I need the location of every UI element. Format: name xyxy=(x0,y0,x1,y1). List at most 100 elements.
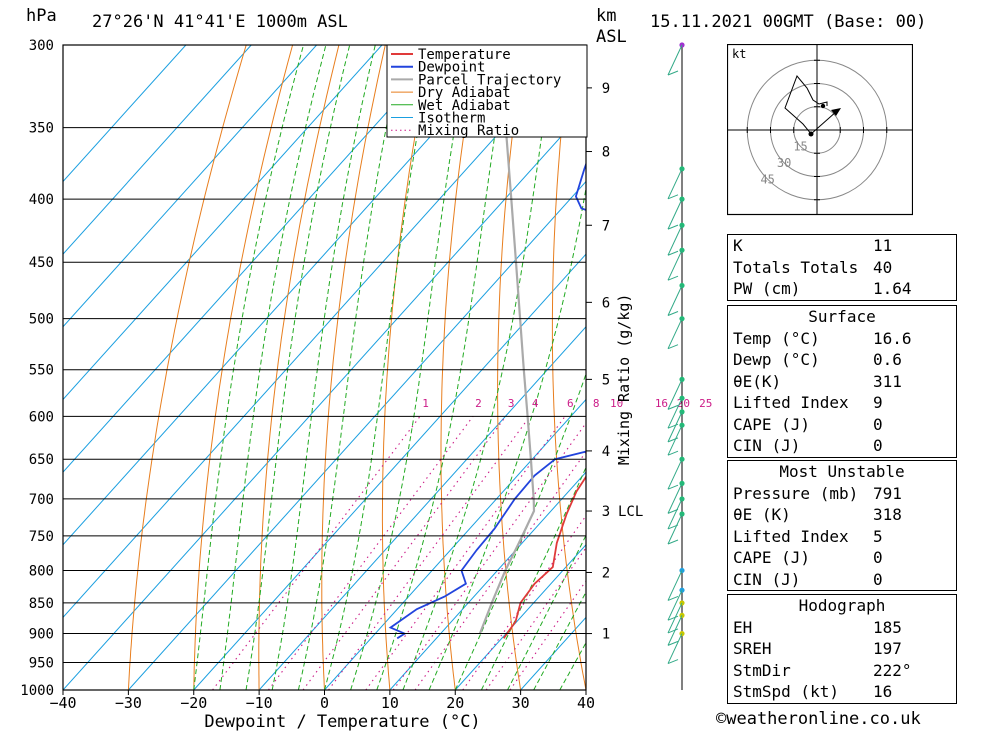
legend-entry: Isotherm xyxy=(418,111,485,127)
surface-table: Surface Temp (°C) 16.6 Dewp (°C) 0.6 θE(K)… xyxy=(727,305,957,458)
surface-label: Lifted Index xyxy=(733,393,849,412)
most-unstable-value: 0 xyxy=(873,548,883,567)
height-tick-label: 1 xyxy=(602,627,610,643)
wind-barb-flag xyxy=(667,344,679,350)
most-unstable-row: Pressure (mb) 791 xyxy=(728,483,956,505)
hodograph-value: 197 xyxy=(873,639,902,658)
hodograph-row: StmSpd (kt) 16 xyxy=(728,681,956,703)
surface-label: Temp (°C) xyxy=(733,328,820,348)
hodograph-origin-dot xyxy=(808,131,814,137)
hodograph-table-title: Hodograph xyxy=(798,596,886,615)
wind-barb-flag xyxy=(667,484,679,490)
wet-adiabat-line xyxy=(428,185,586,690)
storm-motion-arrow xyxy=(810,110,838,135)
hodograph-table: Hodograph EH 185 SREH 197 StmDir 222° StmSp… xyxy=(727,594,957,704)
surface-title: Surface xyxy=(808,307,876,326)
indices-table: K 11 Totals Totals 40 PW (cm) 1.64 xyxy=(727,234,957,301)
pressure-unit-label: hPa xyxy=(26,6,57,26)
surface-label: Dewp (°C) xyxy=(733,350,820,369)
legend-box xyxy=(386,44,588,138)
wet-adiabat-line xyxy=(507,534,586,690)
wind-barb-shaft xyxy=(667,602,683,634)
mixing-ratio-line xyxy=(485,546,586,690)
wind-barb-flag xyxy=(667,628,679,634)
mixing-ratio-axis-title: Mixing Ratio (g/kg) xyxy=(615,294,633,466)
wind-barb-flag xyxy=(667,437,679,443)
storm-motion-arrowhead xyxy=(831,108,841,116)
x-tick-label: 10 xyxy=(381,694,399,712)
index-row-k: K 11 xyxy=(728,235,956,257)
pressure-tick-label: 450 xyxy=(29,255,54,271)
mixing-ratio-label: 8 xyxy=(593,397,600,410)
height-tick-label: 6 xyxy=(602,295,610,311)
isotherm-line xyxy=(193,253,586,690)
wind-barb-shaft xyxy=(667,198,683,230)
wind-barb-flag xyxy=(667,539,679,545)
hodograph-ring-label: 15 xyxy=(793,139,807,153)
isotherm-line xyxy=(128,180,586,690)
dry-adiabat-line xyxy=(657,45,717,690)
dewpoint-line xyxy=(388,161,586,640)
wind-barb-flag xyxy=(667,250,679,256)
height-tick-label: 7 xyxy=(602,218,610,234)
height-tick-label: 2 xyxy=(602,565,610,581)
wind-barb-shaft xyxy=(667,249,683,281)
wet-adiabat-line xyxy=(324,45,435,690)
lcl-label: LCL xyxy=(618,504,643,520)
isotherm-line xyxy=(389,471,586,690)
x-tick-label: −40 xyxy=(49,694,76,712)
hodograph-row: StmDir 222° xyxy=(728,660,956,682)
mixing-ratio-label: 10 xyxy=(610,397,623,410)
most-unstable-label: CIN (J) xyxy=(733,569,801,589)
hodograph-value: 16 xyxy=(873,682,893,701)
isotherm-line xyxy=(63,108,586,690)
surface-row: Lifted Index 9 xyxy=(728,392,956,414)
hodograph-value: 222° xyxy=(873,660,912,680)
wind-barb-flag xyxy=(667,595,679,601)
hodograph-storm-dot xyxy=(820,103,826,109)
hodograph-label: EH xyxy=(733,617,753,637)
wind-barb-flag xyxy=(667,70,679,76)
wind-barb-shaft xyxy=(667,498,683,530)
wind-level-dot xyxy=(679,247,685,253)
surface-row: Temp (°C) 16.6 xyxy=(728,328,956,350)
wind-barb-shaft xyxy=(667,615,683,646)
pressure-tick-label: 650 xyxy=(29,452,54,468)
wet-adiabat-line xyxy=(454,372,586,690)
surface-value: 0 xyxy=(873,414,883,434)
mixing-ratio-line xyxy=(328,416,531,690)
wind-barb-flag xyxy=(667,615,679,621)
index-row-pw: PW (cm) 1.64 xyxy=(728,278,956,300)
x-tick-label: −30 xyxy=(115,694,142,712)
index-value: 11 xyxy=(873,236,893,255)
hodograph-label: StmDir xyxy=(733,660,791,680)
hodograph-unit-label: kt xyxy=(732,47,746,61)
surface-value: 311 xyxy=(873,371,902,391)
wind-barb-shaft xyxy=(667,225,683,256)
most-unstable-title: Most Unstable xyxy=(779,462,905,481)
height-tick-label: 3 xyxy=(602,504,610,520)
legend-entry: Temperature xyxy=(418,47,511,63)
most-unstable-table: Most Unstable Pressure (mb) 791 θE (K) 318… xyxy=(727,460,957,591)
legend-entry: Wet Adiabat xyxy=(418,98,511,114)
pressure-tick-label: 600 xyxy=(29,409,54,425)
legend-entry: Dry Adiabat xyxy=(418,85,511,101)
wind-barb-shaft xyxy=(667,44,683,76)
most-unstable-row: θE (K) 318 xyxy=(728,504,956,526)
surface-value: 0 xyxy=(873,436,883,455)
x-axis-title: Dewpoint / Temperature (°C) xyxy=(204,712,480,732)
dry-adiabat-line xyxy=(127,45,247,690)
mixing-ratio-line xyxy=(414,450,586,690)
surface-value: 0.6 xyxy=(873,350,902,369)
isotherm-line xyxy=(324,398,586,690)
mixing-ratio-line xyxy=(509,579,586,690)
index-value: 40 xyxy=(873,257,893,277)
wind-barb-shaft xyxy=(667,168,683,200)
surface-value: 16.6 xyxy=(873,328,912,348)
height-tick-label: 9 xyxy=(602,81,610,97)
height-tick-label: 8 xyxy=(602,145,610,161)
pressure-tick-label: 850 xyxy=(29,596,54,612)
wind-barb-flag xyxy=(667,659,679,665)
